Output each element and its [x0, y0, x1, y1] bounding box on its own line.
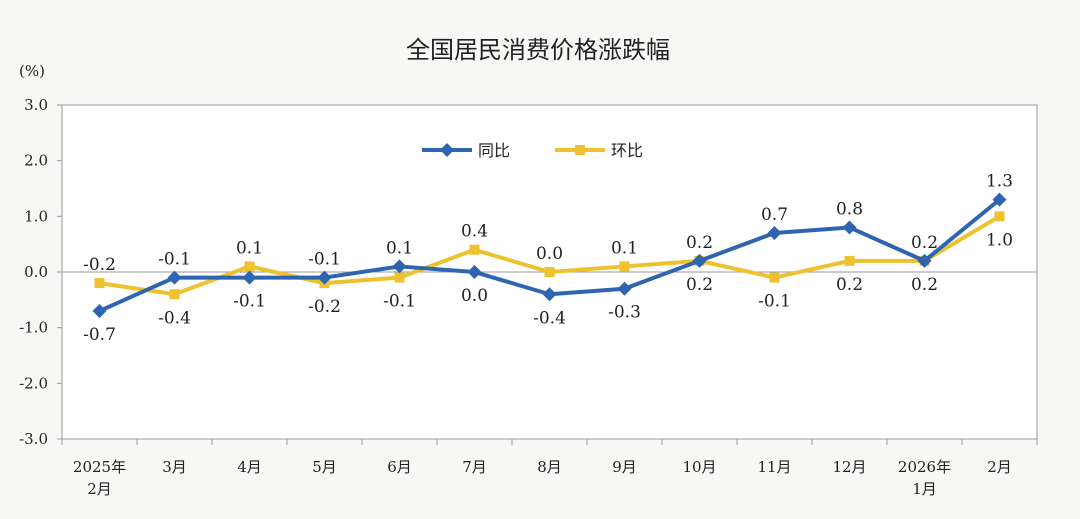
data-labels: -0.7 -0.1 -0.1 -0.1 0.1 0.0 -0.4 -0.3 0.2 0.7 0.8 0…	[83, 172, 1013, 345]
mom-point	[169, 289, 180, 300]
y-tick-label: -3.0	[19, 430, 48, 448]
legend: 同比 环比	[422, 141, 643, 160]
yoy-point	[992, 192, 1007, 207]
mom-point	[394, 272, 405, 283]
yoy-data-label: 0.7	[761, 205, 788, 225]
x-axis: 2025年 2月 3月 4月 5月 6月 7月 8月 9月 10月 11月 12月 2026年 1月 2月	[61, 439, 1038, 498]
chart-title: 全国居民消费价格涨跌幅	[406, 36, 670, 64]
mom-data-label: -0.2	[308, 297, 341, 317]
yoy-data-label: 0.2	[686, 233, 713, 253]
yoy-data-label: -0.1	[158, 250, 191, 270]
yoy-data-label: 0.8	[836, 199, 863, 219]
mom-data-label: 0.2	[686, 275, 713, 295]
yoy-point	[617, 281, 632, 296]
legend-marker	[575, 145, 585, 155]
x-tick-label: 5月	[312, 458, 337, 476]
yoy-point	[317, 270, 332, 285]
y-tick-label: -1.0	[19, 319, 48, 337]
x-tick-label: 11月	[757, 458, 791, 476]
mom-point	[469, 244, 480, 255]
yoy-data-label: -0.4	[533, 308, 566, 328]
mom-point	[619, 261, 630, 272]
y-tick-label: 1.0	[24, 207, 48, 225]
y-tick-label: 0.0	[24, 263, 48, 281]
mom-point	[94, 278, 105, 289]
mom-data-label: -0.2	[83, 255, 116, 275]
yoy-point	[392, 259, 407, 274]
x-tick-label: 12月	[832, 458, 866, 476]
yoy-point	[917, 253, 932, 268]
series-layer	[92, 192, 1007, 318]
yoy-data-label: -0.7	[83, 325, 116, 345]
yoy-data-label: -0.1	[233, 292, 266, 312]
mom-point	[244, 261, 255, 272]
yoy-point	[692, 253, 707, 268]
x-tick-label: 3月	[162, 458, 187, 476]
y-tick-label: 3.0	[24, 96, 48, 114]
mom-data-label: 0.0	[536, 244, 563, 264]
y-axis: 3.0 2.0 1.0 0.0 -1.0 -2.0 -3.0	[19, 96, 62, 448]
mom-point	[544, 267, 555, 277]
yoy-point	[92, 303, 107, 318]
x-tick-label: 10月	[682, 458, 716, 476]
mom-data-label: 1.0	[986, 230, 1013, 250]
mom-point	[994, 211, 1005, 222]
x-tick-label: 2025年	[73, 458, 126, 476]
yoy-point	[467, 265, 482, 279]
x-tick-label: 9月	[612, 458, 637, 476]
mom-data-label: -0.4	[158, 308, 191, 328]
x-tick-label: 2月	[987, 458, 1012, 476]
mom-data-label: -0.1	[383, 292, 416, 312]
mom-data-label: 0.2	[836, 275, 863, 295]
legend-label: 环比	[611, 141, 643, 160]
mom-data-label: 0.2	[911, 275, 938, 295]
yoy-data-label: -0.3	[608, 303, 641, 323]
yoy-point	[242, 270, 257, 285]
mom-data-label: -0.1	[758, 292, 791, 312]
x-tick-label: 6月	[387, 458, 412, 476]
yoy-data-label: -0.1	[308, 250, 341, 270]
yoy-point	[167, 270, 182, 285]
mom-point	[769, 272, 780, 283]
mom-data-label: 0.1	[611, 238, 638, 258]
legend-marker	[440, 143, 454, 157]
y-tick-label: -2.0	[19, 374, 48, 392]
mom-data-label: 0.1	[236, 238, 263, 258]
x-tick-label: 4月	[237, 458, 262, 476]
yoy-data-label: 1.3	[986, 172, 1013, 192]
x-tick-label: 7月	[462, 458, 487, 476]
yoy-point	[767, 226, 782, 241]
yoy-data-label: 0.2	[911, 233, 938, 253]
mom-point	[844, 255, 855, 266]
x-tick-label: 2026年	[898, 458, 951, 476]
x-tick-label: 2月	[87, 480, 112, 498]
legend-label: 同比	[478, 141, 510, 160]
y-tick-label: 2.0	[24, 152, 48, 170]
x-tick-label: 8月	[537, 458, 562, 476]
yoy-point	[842, 220, 857, 235]
yoy-data-label: 0.1	[386, 238, 413, 258]
x-tick-label: 1月	[912, 480, 937, 498]
yoy-point	[542, 287, 557, 302]
y-unit-label: (%)	[19, 62, 45, 80]
yoy-data-label: 0.0	[461, 286, 488, 306]
mom-data-label: 0.4	[461, 222, 488, 242]
